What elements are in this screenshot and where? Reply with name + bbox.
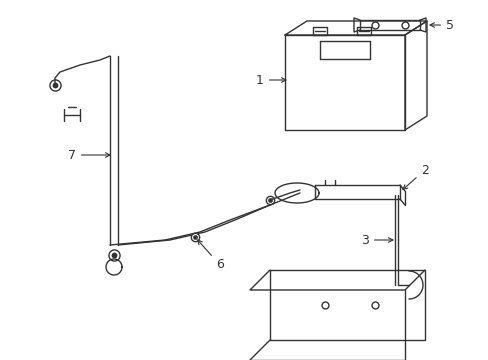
Text: 5: 5 — [429, 18, 453, 32]
Text: 1: 1 — [256, 73, 285, 86]
Text: 6: 6 — [197, 240, 224, 271]
Text: 4: 4 — [0, 359, 1, 360]
Text: 7: 7 — [68, 149, 110, 162]
Text: 3: 3 — [360, 234, 392, 247]
Text: 2: 2 — [402, 163, 428, 189]
